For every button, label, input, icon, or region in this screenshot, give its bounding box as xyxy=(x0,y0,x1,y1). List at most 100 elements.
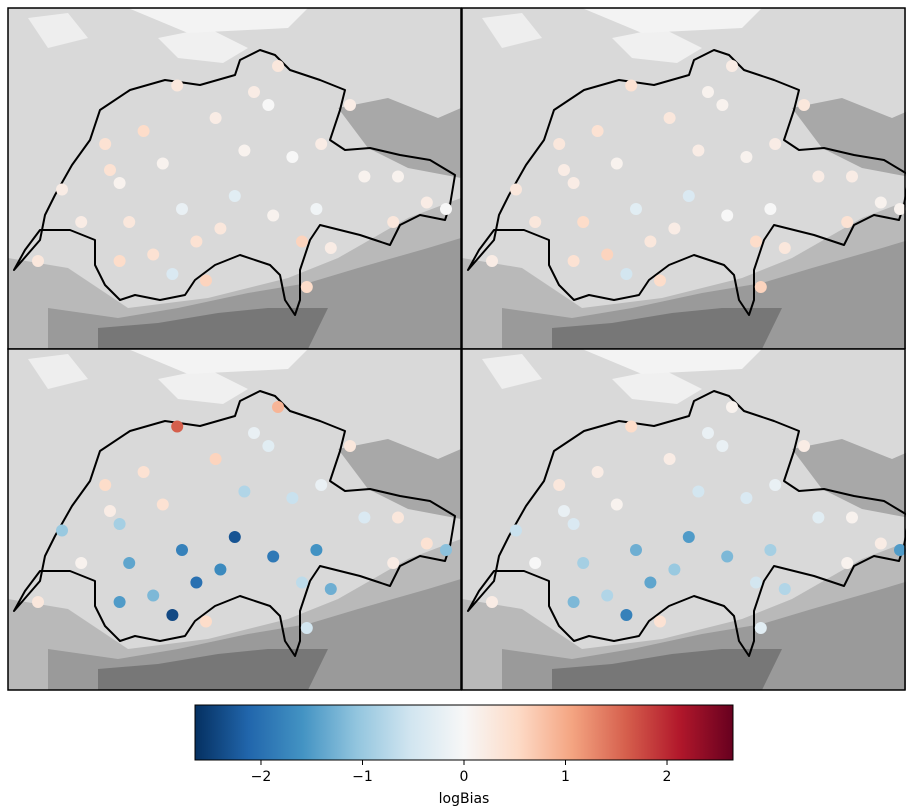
station-point xyxy=(75,557,88,569)
station-point xyxy=(567,177,580,189)
station-point xyxy=(286,151,299,163)
colorbar-tick-label: 2 xyxy=(663,769,672,785)
station-point xyxy=(644,576,657,589)
station-point xyxy=(228,531,241,543)
station-point xyxy=(668,563,681,576)
station-point xyxy=(841,557,854,569)
station-point xyxy=(113,596,126,608)
station-point xyxy=(420,196,433,209)
station-point xyxy=(610,157,623,170)
station-point xyxy=(663,112,676,124)
station-point xyxy=(764,544,777,556)
station-point xyxy=(228,190,241,202)
station-point xyxy=(510,183,522,196)
station-point xyxy=(721,550,734,563)
station-point xyxy=(716,440,729,452)
station-point xyxy=(171,420,184,433)
colorbar-label: logBias xyxy=(439,791,490,807)
station-point xyxy=(123,557,136,569)
station-point xyxy=(137,466,150,478)
station-point xyxy=(387,216,400,228)
station-point xyxy=(176,544,188,556)
station-point xyxy=(486,255,498,267)
station-point xyxy=(358,511,371,524)
station-point xyxy=(750,576,762,589)
station-point xyxy=(682,531,695,543)
station-point xyxy=(682,190,695,202)
station-point xyxy=(267,550,280,563)
station-point xyxy=(644,235,657,248)
station-point xyxy=(272,401,284,413)
station-point xyxy=(630,203,642,215)
station-point xyxy=(726,60,738,72)
station-point xyxy=(310,544,323,556)
station-point xyxy=(702,86,714,98)
station-point xyxy=(841,216,854,228)
map-panel xyxy=(8,349,461,690)
station-point xyxy=(113,255,126,267)
station-point xyxy=(630,544,642,556)
station-point xyxy=(591,125,604,137)
station-point xyxy=(200,615,212,628)
station-point xyxy=(750,235,762,248)
station-point xyxy=(740,151,753,163)
terrain xyxy=(462,8,906,349)
station-point xyxy=(874,537,887,550)
station-point xyxy=(601,589,614,602)
station-point xyxy=(56,183,68,196)
station-point xyxy=(147,589,160,602)
station-point xyxy=(721,209,734,222)
station-point xyxy=(344,440,356,452)
station-point xyxy=(610,498,623,511)
station-point xyxy=(262,440,275,452)
station-point xyxy=(874,196,887,209)
station-point xyxy=(248,86,260,98)
station-point xyxy=(440,544,452,556)
station-point xyxy=(591,466,604,478)
station-point xyxy=(344,99,356,111)
station-point xyxy=(267,209,280,222)
colorbar-tick-label: 0 xyxy=(460,769,469,785)
station-point xyxy=(104,505,116,517)
station-point xyxy=(846,511,858,524)
station-point xyxy=(654,615,666,628)
station-point xyxy=(147,248,160,261)
station-point xyxy=(764,203,777,215)
station-point xyxy=(567,255,580,267)
station-point xyxy=(214,563,227,576)
station-point xyxy=(358,170,371,183)
panel-frame xyxy=(461,348,906,691)
station-point xyxy=(56,524,68,537)
station-point xyxy=(315,479,328,491)
map-panel xyxy=(8,8,461,349)
station-point xyxy=(113,177,126,189)
station-point xyxy=(32,255,44,267)
station-point xyxy=(209,112,222,124)
station-point xyxy=(812,170,825,183)
panel-frame xyxy=(7,348,462,691)
station-point xyxy=(238,144,251,157)
station-point xyxy=(754,622,767,634)
station-point xyxy=(286,492,299,504)
station-point xyxy=(558,505,570,517)
station-point xyxy=(620,609,633,621)
station-point xyxy=(625,79,638,92)
station-point xyxy=(894,203,906,215)
station-point xyxy=(702,427,714,439)
station-point xyxy=(620,268,633,280)
station-point xyxy=(171,79,184,92)
station-point xyxy=(558,164,570,176)
station-point xyxy=(726,401,738,413)
station-point xyxy=(214,222,227,235)
station-point xyxy=(553,138,566,150)
station-point xyxy=(296,235,308,248)
station-point xyxy=(692,485,705,498)
station-point xyxy=(812,511,825,524)
station-point xyxy=(740,492,753,504)
station-point xyxy=(798,440,810,452)
station-point xyxy=(798,99,810,111)
station-point xyxy=(137,125,150,137)
station-point xyxy=(200,274,212,287)
station-point xyxy=(190,576,203,589)
